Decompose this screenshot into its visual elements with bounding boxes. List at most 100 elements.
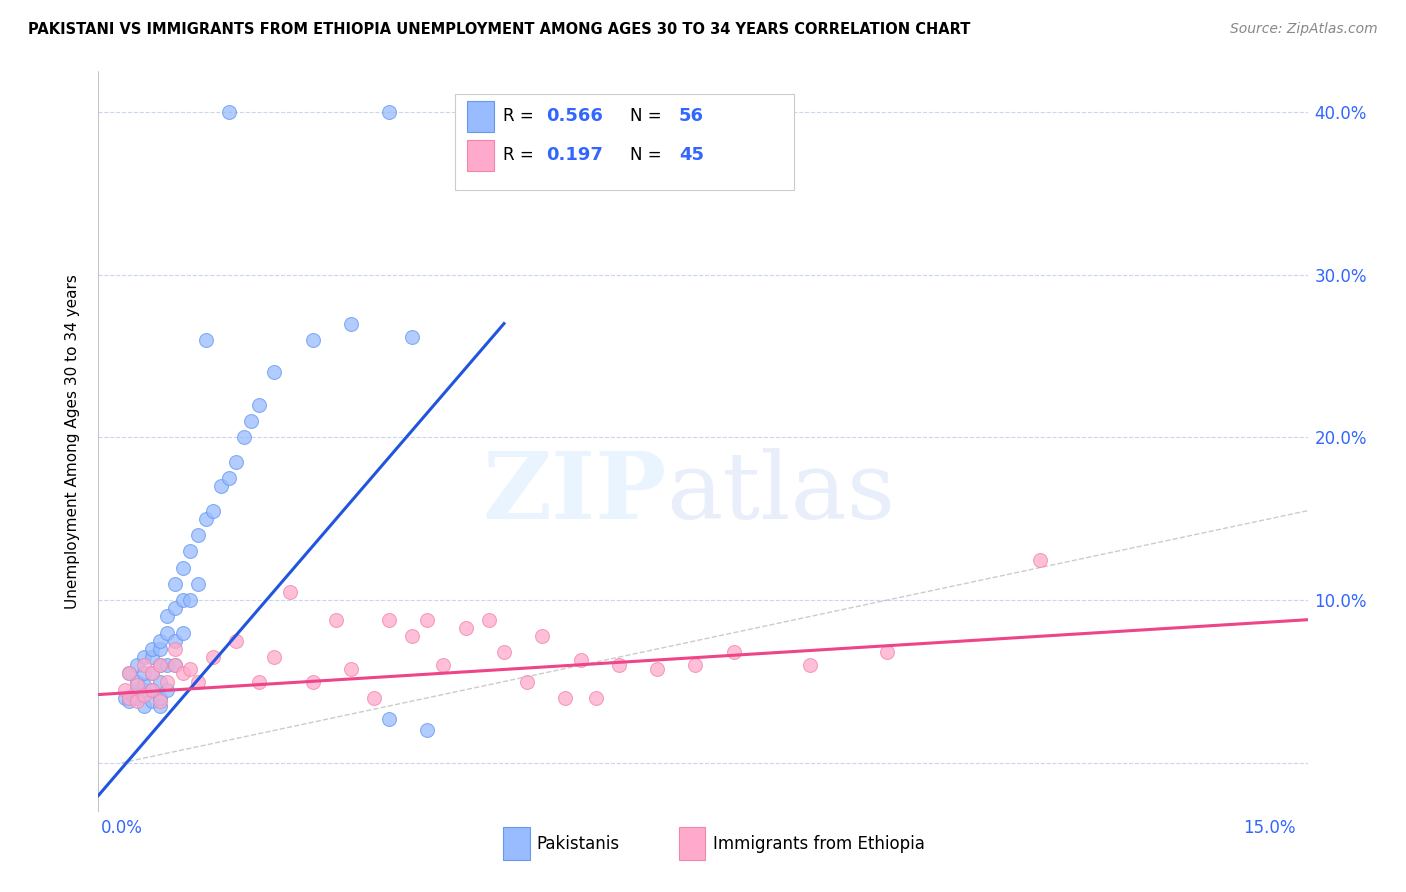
Point xyxy=(125,682,148,697)
Point xyxy=(125,694,148,708)
Point xyxy=(876,645,898,659)
Point xyxy=(163,577,186,591)
Point xyxy=(378,105,401,120)
Point xyxy=(232,430,254,444)
Bar xyxy=(503,827,530,860)
Point xyxy=(607,658,630,673)
Point xyxy=(125,658,148,673)
Bar xyxy=(467,101,494,132)
Point xyxy=(172,560,194,574)
Point xyxy=(325,613,347,627)
Point xyxy=(149,674,172,689)
Point xyxy=(125,690,148,705)
Point xyxy=(172,625,194,640)
Point xyxy=(163,658,186,673)
Bar xyxy=(467,140,494,171)
Point xyxy=(340,317,363,331)
Point xyxy=(416,723,439,738)
Point xyxy=(187,577,209,591)
Point xyxy=(134,678,156,692)
Point xyxy=(134,666,156,681)
Point xyxy=(225,455,247,469)
Point xyxy=(163,642,186,657)
Text: R =: R = xyxy=(503,107,540,125)
Point xyxy=(156,682,179,697)
Point xyxy=(194,333,217,347)
Text: N =: N = xyxy=(630,107,668,125)
Point xyxy=(432,658,454,673)
Point xyxy=(416,613,439,627)
Point xyxy=(134,698,156,713)
Point xyxy=(156,625,179,640)
Point xyxy=(149,698,172,713)
Point xyxy=(247,674,270,689)
Point xyxy=(187,528,209,542)
Point xyxy=(125,678,148,692)
Point xyxy=(156,658,179,673)
Point xyxy=(685,658,707,673)
Point xyxy=(247,398,270,412)
Point xyxy=(301,333,323,347)
Point xyxy=(156,609,179,624)
Point xyxy=(194,512,217,526)
Point xyxy=(118,690,141,705)
Bar xyxy=(679,827,706,860)
Point xyxy=(401,629,423,643)
Point xyxy=(141,682,163,697)
Text: ZIP: ZIP xyxy=(482,449,666,539)
Point xyxy=(1028,552,1050,566)
Point xyxy=(149,658,172,673)
Point xyxy=(125,674,148,689)
Text: atlas: atlas xyxy=(666,449,896,539)
Point xyxy=(401,329,423,343)
Point xyxy=(799,658,821,673)
Point xyxy=(263,650,285,665)
Point xyxy=(121,688,143,702)
Text: PAKISTANI VS IMMIGRANTS FROM ETHIOPIA UNEMPLOYMENT AMONG AGES 30 TO 34 YEARS COR: PAKISTANI VS IMMIGRANTS FROM ETHIOPIA UN… xyxy=(28,22,970,37)
Point xyxy=(134,682,156,697)
Text: 45: 45 xyxy=(679,146,704,164)
Point xyxy=(478,613,501,627)
Text: Source: ZipAtlas.com: Source: ZipAtlas.com xyxy=(1230,22,1378,37)
Point xyxy=(118,666,141,681)
Y-axis label: Unemployment Among Ages 30 to 34 years: Unemployment Among Ages 30 to 34 years xyxy=(65,274,80,609)
Point xyxy=(163,658,186,673)
Point xyxy=(723,645,745,659)
Point xyxy=(163,601,186,615)
Point xyxy=(218,105,240,120)
Point xyxy=(378,712,401,726)
Text: Immigrants from Ethiopia: Immigrants from Ethiopia xyxy=(713,835,925,853)
Point xyxy=(114,682,136,697)
Point xyxy=(278,585,301,599)
Point xyxy=(141,642,163,657)
Point xyxy=(492,645,515,659)
Point xyxy=(378,613,401,627)
Text: N =: N = xyxy=(630,146,668,164)
Point xyxy=(149,658,172,673)
Point xyxy=(179,544,201,558)
Point xyxy=(118,666,141,681)
Point xyxy=(149,642,172,657)
Point xyxy=(454,621,477,635)
Point xyxy=(149,694,172,708)
FancyBboxPatch shape xyxy=(456,94,793,190)
Point xyxy=(218,471,240,485)
Point xyxy=(240,414,263,428)
Point xyxy=(554,690,576,705)
Point xyxy=(141,682,163,697)
Point xyxy=(179,593,201,607)
Point xyxy=(340,661,363,675)
Point xyxy=(225,633,247,648)
Point xyxy=(149,690,172,705)
Point xyxy=(569,653,592,667)
Point xyxy=(179,661,201,675)
Point xyxy=(202,504,225,518)
Text: 0.197: 0.197 xyxy=(546,146,603,164)
Point xyxy=(172,593,194,607)
Point xyxy=(134,658,156,673)
Point xyxy=(585,690,607,705)
Point xyxy=(163,633,186,648)
Point xyxy=(363,690,385,705)
Point xyxy=(134,688,156,702)
Text: Pakistanis: Pakistanis xyxy=(536,835,619,853)
